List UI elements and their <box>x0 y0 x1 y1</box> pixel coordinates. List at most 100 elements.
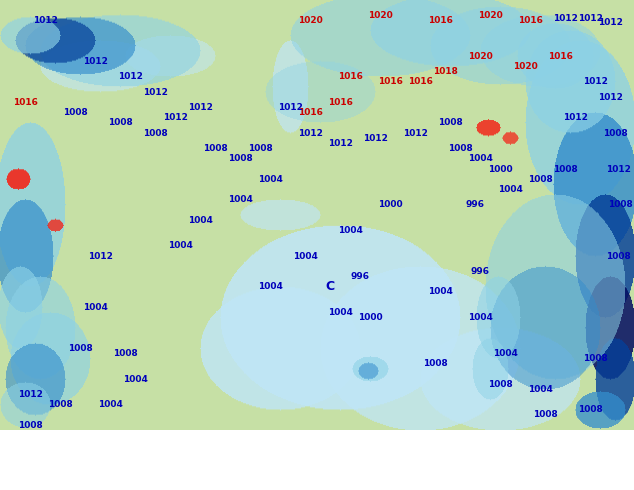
Text: 1000: 1000 <box>358 313 382 322</box>
Text: 1012: 1012 <box>578 14 602 23</box>
Text: 1012: 1012 <box>598 93 623 102</box>
Text: 1008: 1008 <box>448 144 472 153</box>
Text: 1012: 1012 <box>82 57 107 66</box>
Text: 1012: 1012 <box>363 134 387 143</box>
Bar <box>224 447 249 471</box>
Text: 996: 996 <box>470 267 489 276</box>
Text: 1016: 1016 <box>378 77 403 86</box>
Text: 1012: 1012 <box>328 139 353 148</box>
Bar <box>175 447 200 471</box>
Text: 1012: 1012 <box>605 165 630 173</box>
Text: 996: 996 <box>351 272 370 281</box>
Text: 1004: 1004 <box>228 195 252 204</box>
Text: 1008: 1008 <box>63 108 87 117</box>
Text: 30: 30 <box>217 473 231 483</box>
Text: Fr 31-05-2024 00..12 UTC (12+48): Fr 31-05-2024 00..12 UTC (12+48) <box>399 435 629 448</box>
Bar <box>77 447 101 471</box>
Bar <box>274 447 298 471</box>
Text: 1008: 1008 <box>607 200 632 209</box>
Text: 1008: 1008 <box>143 129 167 138</box>
Text: 1008: 1008 <box>437 119 462 127</box>
Text: 1012: 1012 <box>553 14 578 23</box>
Bar <box>53 447 77 471</box>
Text: 1020: 1020 <box>513 62 538 71</box>
Text: 1004: 1004 <box>257 175 282 184</box>
Text: 1016: 1016 <box>408 77 432 86</box>
Text: 1008: 1008 <box>203 144 228 153</box>
Text: 25: 25 <box>193 473 207 483</box>
Text: 1020: 1020 <box>477 11 502 20</box>
Text: 1004: 1004 <box>167 242 193 250</box>
Text: 1004: 1004 <box>257 282 282 292</box>
Text: 1008: 1008 <box>18 420 42 430</box>
Text: 1012: 1012 <box>278 103 302 112</box>
Text: 1004: 1004 <box>98 400 122 409</box>
Text: 1008: 1008 <box>533 410 557 419</box>
Text: 1012: 1012 <box>117 73 143 81</box>
Bar <box>28 447 53 471</box>
Text: 15: 15 <box>144 473 158 483</box>
Text: 1004: 1004 <box>188 216 212 225</box>
Text: 1012: 1012 <box>162 113 188 122</box>
Text: 1004: 1004 <box>498 185 522 194</box>
Text: 1008: 1008 <box>423 359 448 368</box>
Text: 1008: 1008 <box>553 165 578 173</box>
Text: 5: 5 <box>98 473 105 483</box>
Text: 1012: 1012 <box>297 129 323 138</box>
Text: 40: 40 <box>267 473 281 483</box>
Text: 1016: 1016 <box>548 52 573 61</box>
Text: 1008: 1008 <box>488 380 512 389</box>
Text: 1012: 1012 <box>403 129 427 138</box>
Text: 1012: 1012 <box>32 16 58 25</box>
Text: 1008: 1008 <box>603 129 628 138</box>
Text: 1012: 1012 <box>143 88 167 97</box>
Bar <box>3 447 28 471</box>
Text: 20: 20 <box>168 473 183 483</box>
Text: 1012: 1012 <box>18 390 42 399</box>
Text: 1: 1 <box>49 473 56 483</box>
Text: 1004: 1004 <box>493 349 517 358</box>
Text: 1008: 1008 <box>578 405 602 414</box>
Text: 1008: 1008 <box>228 154 252 163</box>
Text: ©weatheronline.co.uk: ©weatheronline.co.uk <box>498 472 629 485</box>
Text: C: C <box>325 280 335 294</box>
Text: 1012: 1012 <box>583 77 607 86</box>
Text: 1008: 1008 <box>583 354 607 363</box>
Text: 1008: 1008 <box>248 144 273 153</box>
Text: 1004: 1004 <box>122 374 148 384</box>
Text: 1000: 1000 <box>378 200 403 209</box>
Text: 1000: 1000 <box>488 165 512 173</box>
Polygon shape <box>323 447 350 471</box>
Text: 1016: 1016 <box>297 108 323 117</box>
Text: 1020: 1020 <box>368 11 392 20</box>
Text: 0.5: 0.5 <box>19 473 37 483</box>
Text: 1020: 1020 <box>297 16 322 25</box>
Text: 1008: 1008 <box>527 175 552 184</box>
Text: 1018: 1018 <box>432 67 458 76</box>
Text: Precipitation (12h) [mm] ECMWF: Precipitation (12h) [mm] ECMWF <box>5 435 223 448</box>
Text: 2: 2 <box>74 473 81 483</box>
Text: 1008: 1008 <box>108 119 133 127</box>
Text: 1004: 1004 <box>82 303 107 312</box>
Text: 1008: 1008 <box>48 400 72 409</box>
Text: 0.1: 0.1 <box>0 473 12 483</box>
Text: 1020: 1020 <box>468 52 493 61</box>
Text: 996: 996 <box>465 200 484 209</box>
Text: 1004: 1004 <box>292 251 318 261</box>
Bar <box>101 447 126 471</box>
Text: 45: 45 <box>291 473 306 483</box>
Text: 1004: 1004 <box>467 154 493 163</box>
Text: 1016: 1016 <box>517 16 543 25</box>
Text: 1008: 1008 <box>605 251 630 261</box>
Text: 1004: 1004 <box>427 288 453 296</box>
Bar <box>200 447 224 471</box>
Text: 1012: 1012 <box>87 251 112 261</box>
Text: 1004: 1004 <box>337 226 363 235</box>
Text: 50: 50 <box>316 473 330 483</box>
Bar <box>126 447 151 471</box>
Text: 1004: 1004 <box>527 385 552 394</box>
Text: 1008: 1008 <box>68 344 93 353</box>
Text: 1012: 1012 <box>598 18 623 27</box>
Text: 1004: 1004 <box>467 313 493 322</box>
Bar <box>298 447 323 471</box>
